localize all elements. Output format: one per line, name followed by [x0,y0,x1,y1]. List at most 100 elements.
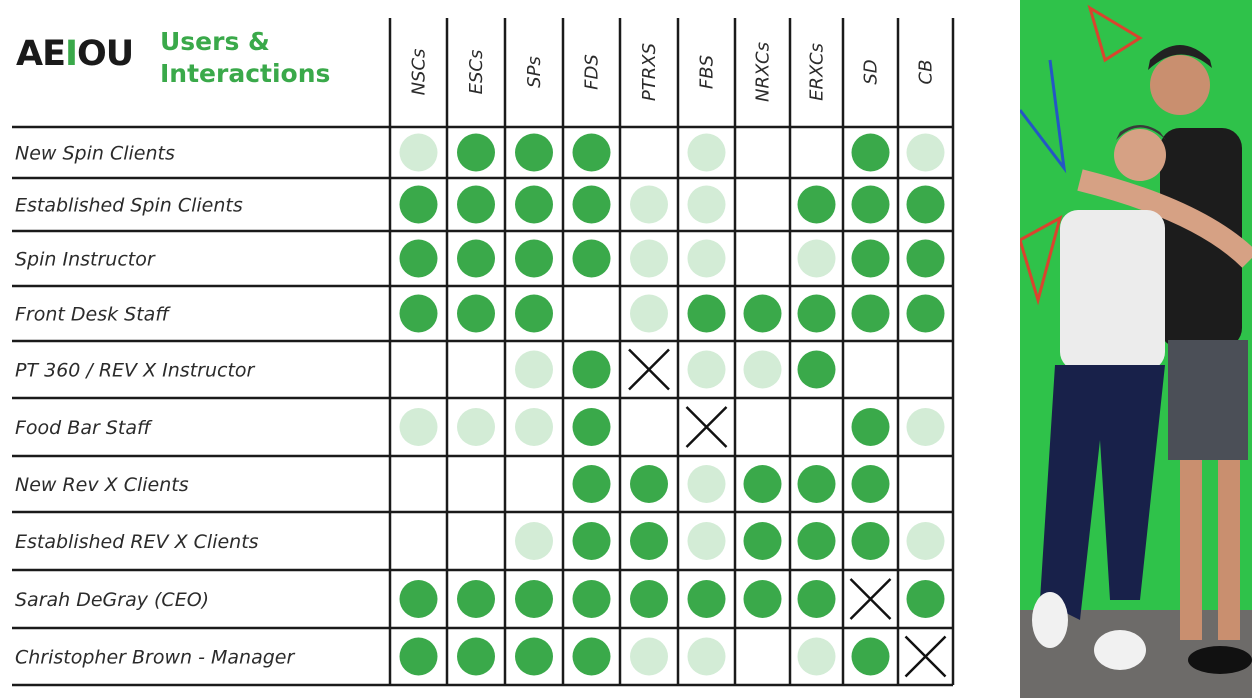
cell-5-0-weak-dot [399,408,438,446]
cell-7-9-weak-dot [906,522,945,560]
cell-7-8-strong-dot [851,522,890,560]
people-photo [1020,0,1252,698]
cell-9-4-weak-dot [630,637,668,676]
cell-0-2-strong-dot [515,133,553,172]
page-title: Users & Interactions [160,26,330,90]
cell-5-5-cross-b [685,406,728,448]
brand-logo: AEIOU [16,34,134,74]
cell-8-0-strong-dot [399,580,438,618]
cell-8-8-cross-b [849,578,892,620]
cell-5-1-weak-dot [457,408,495,446]
column-header-erxcs: ERXCs [807,43,828,101]
cell-9-7-weak-dot [797,637,836,676]
cell-7-3-strong-dot [572,522,611,560]
cell-5-3-strong-dot [572,408,611,446]
cell-6-5-weak-dot [687,465,726,503]
cell-2-3-strong-dot [572,239,611,278]
cell-4-7-strong-dot [797,350,836,389]
cell-2-1-strong-dot [457,239,495,278]
cell-3-4-weak-dot [630,294,668,333]
cell-1-7-strong-dot [797,185,836,224]
cell-9-9-cross-b [904,635,947,678]
column-header-nrxcs: NRXCs [753,42,774,102]
cell-3-8-strong-dot [851,294,890,333]
row-label-2: Spin Instructor [15,249,156,271]
row-label-6: New Rev X Clients [15,474,189,496]
cell-5-9-weak-dot [906,408,945,446]
cell-8-2-strong-dot [515,580,553,618]
column-header-ptrxs: PTRXS [639,43,660,101]
cell-6-4-strong-dot [630,465,668,503]
cell-1-2-strong-dot [515,185,553,224]
cell-1-8-strong-dot [851,185,890,224]
cell-1-5-weak-dot [687,185,726,224]
cell-9-0-strong-dot [399,637,438,676]
cell-2-9-strong-dot [906,239,945,278]
row-label-4: PT 360 / REV X Instructor [15,360,256,382]
column-header-fds: FDS [582,54,603,90]
cell-0-9-weak-dot [906,133,945,172]
cell-7-7-strong-dot [797,522,836,560]
cell-9-8-strong-dot [851,637,890,676]
cell-5-2-weak-dot [515,408,553,446]
logo-text-post: OU [77,34,134,74]
logo-text-accent: I [65,34,78,74]
cell-8-6-strong-dot [743,580,782,618]
cell-7-5-weak-dot [687,522,726,560]
wall-doodle-blue [1020,59,1067,174]
cell-2-0-strong-dot [399,239,438,278]
column-header-sd: SD [861,59,882,84]
column-header-fbs: FBS [697,55,718,89]
cell-3-5-strong-dot [687,294,726,333]
cell-3-1-strong-dot [457,294,495,333]
cell-9-2-strong-dot [515,637,553,676]
logo-text-pre: AE [16,34,66,74]
cell-3-9-strong-dot [906,294,945,333]
row-label-1: Established Spin Clients [15,195,243,217]
cell-4-4-cross-b [628,348,670,391]
cell-8-9-strong-dot [906,580,945,618]
cell-3-6-strong-dot [743,294,782,333]
cell-1-9-strong-dot [906,185,945,224]
cell-6-8-strong-dot [851,465,890,503]
cell-9-3-strong-dot [572,637,611,676]
cell-6-7-strong-dot [797,465,836,503]
row-label-7: Established REV X Clients [15,531,259,553]
cell-5-8-strong-dot [851,408,890,446]
cell-2-8-strong-dot [851,239,890,278]
cell-0-8-strong-dot [851,133,890,172]
cell-6-3-strong-dot [572,465,611,503]
cell-7-6-strong-dot [743,522,782,560]
cell-1-1-strong-dot [457,185,495,224]
cell-4-5-weak-dot [687,350,726,389]
row-label-0: New Spin Clients [15,143,175,165]
person-right [1148,45,1252,674]
cell-4-6-weak-dot [743,350,782,389]
cell-2-4-weak-dot [630,239,668,278]
cell-2-7-weak-dot [797,239,836,278]
wall-doodle-star [1087,4,1143,63]
cell-8-7-strong-dot [797,580,836,618]
cell-1-0-strong-dot [399,185,438,224]
column-header-sps: SPs [524,56,545,88]
cell-0-0-weak-dot [399,133,438,172]
row-label-9: Christopher Brown - Manager [15,647,295,669]
cell-3-7-strong-dot [797,294,836,333]
row-label-8: Sarah DeGray (CEO) [15,589,209,611]
column-header-nscs: NSCs [409,49,430,96]
column-header-escs: ESCs [466,50,487,95]
row-label-5: Food Bar Staff [15,417,153,439]
row-label-3: Front Desk Staff [15,304,171,326]
cell-2-2-strong-dot [515,239,553,278]
cell-1-4-weak-dot [630,185,668,224]
cell-8-3-strong-dot [572,580,611,618]
cell-1-3-strong-dot [572,185,611,224]
cell-9-5-weak-dot [687,637,726,676]
cell-3-2-strong-dot [515,294,553,333]
cell-0-3-strong-dot [572,133,611,172]
title-line-1: Users & [160,27,270,56]
cell-7-4-strong-dot [630,522,668,560]
cell-8-1-strong-dot [457,580,495,618]
cell-8-5-strong-dot [687,580,726,618]
cell-2-5-weak-dot [687,239,726,278]
